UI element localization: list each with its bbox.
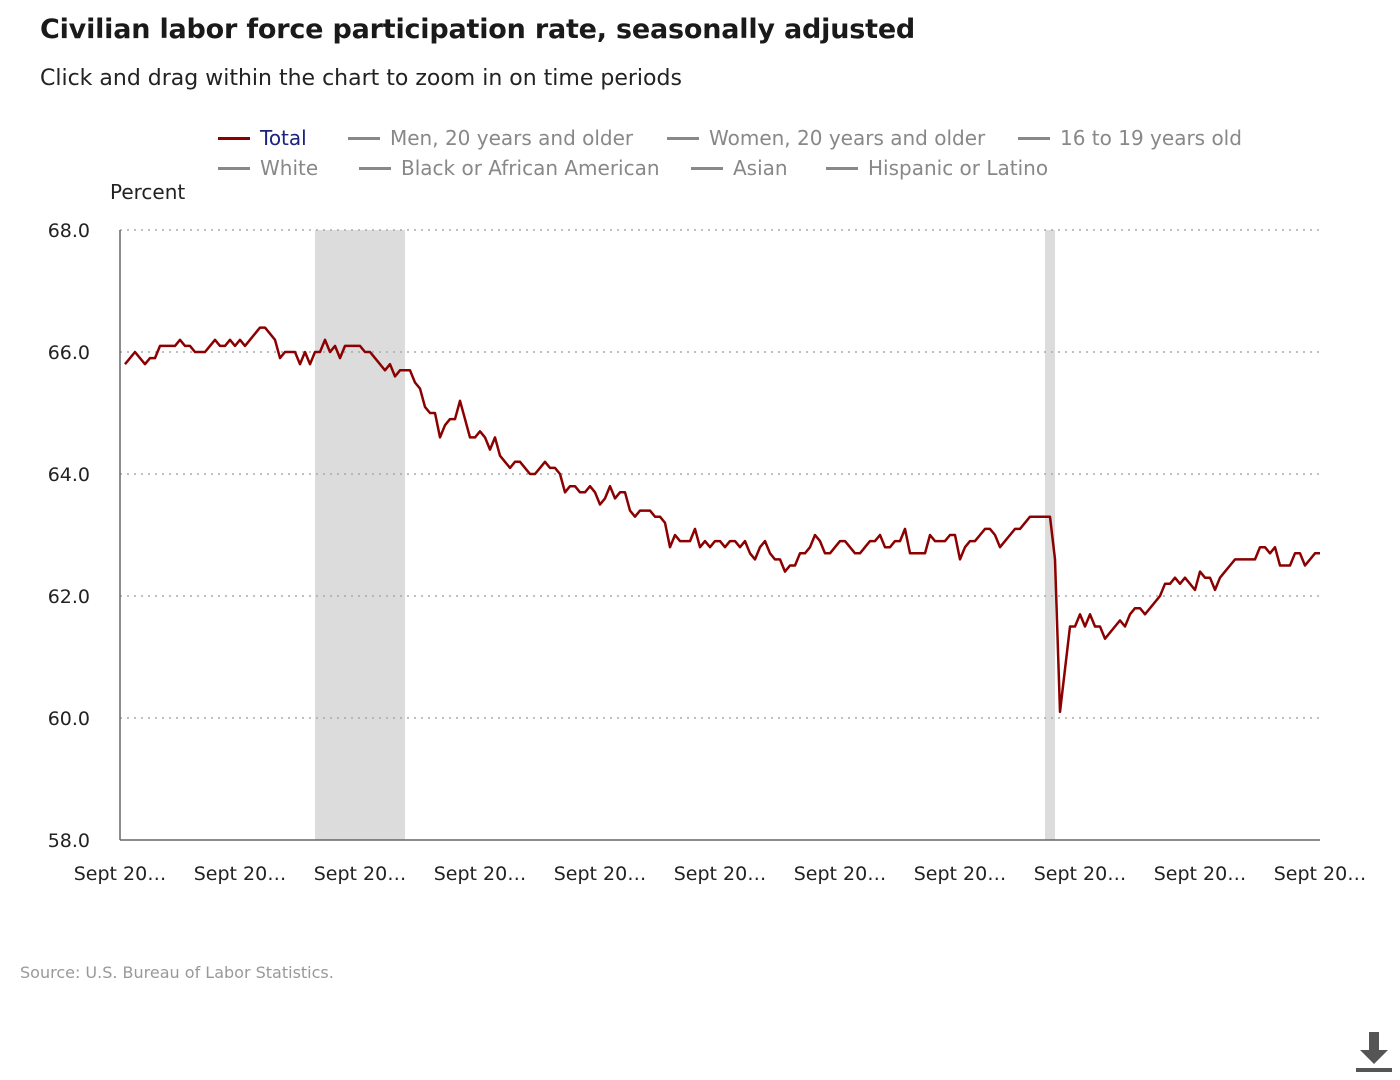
x-tick-label: Sept 20… (674, 863, 766, 885)
x-tick-label: Sept 20… (554, 863, 646, 885)
legend-swatch-white (218, 166, 250, 170)
legend-item-teens[interactable]: 16 to 19 years old (1018, 126, 1242, 150)
legend-swatch-hispanic (826, 166, 858, 170)
legend: Total Men, 20 years and older Women, 20 … (0, 122, 1400, 192)
chart-title: Civilian labor force participation rate,… (40, 14, 916, 45)
y-tick-label: 68.0 (48, 220, 90, 242)
axes (119, 230, 1320, 841)
legend-item-asian[interactable]: Asian (691, 156, 788, 180)
x-tick-label: Sept 20… (74, 863, 166, 885)
legend-label-women: Women, 20 years and older (709, 126, 986, 150)
legend-item-men[interactable]: Men, 20 years and older (348, 126, 633, 150)
legend-swatch-total (218, 136, 250, 140)
recession-bands (315, 230, 1055, 840)
legend-item-black[interactable]: Black or African American (359, 156, 660, 180)
legend-label-teens: 16 to 19 years old (1060, 126, 1242, 150)
y-tick-labels: 58.0 60.0 62.0 64.0 66.0 68.0 (48, 220, 90, 852)
x-tick-label: Sept 20… (314, 863, 406, 885)
download-icon[interactable] (1352, 1030, 1396, 1074)
legend-swatch-asian (691, 166, 723, 170)
legend-item-white[interactable]: White (218, 156, 318, 180)
legend-label-black: Black or African American (401, 156, 660, 180)
x-tick-label: Sept 20… (914, 863, 1006, 885)
y-tick-label: 60.0 (48, 708, 90, 730)
source-note: Source: U.S. Bureau of Labor Statistics. (20, 963, 334, 982)
legend-item-women[interactable]: Women, 20 years and older (667, 126, 985, 150)
legend-swatch-women (667, 136, 699, 140)
legend-swatch-men (348, 136, 380, 140)
legend-swatch-black (359, 166, 391, 170)
legend-item-hispanic[interactable]: Hispanic or Latino (826, 156, 1048, 180)
legend-swatch-teens (1018, 136, 1050, 140)
legend-label-white: White (260, 156, 319, 180)
series-line-total (124, 326, 1320, 714)
legend-label-asian: Asian (733, 156, 788, 180)
x-tick-label: Sept 20… (794, 863, 886, 885)
recession-band (1045, 230, 1055, 840)
y-tick-label: 66.0 (48, 342, 90, 364)
y-axis-label: Percent (110, 180, 186, 204)
x-tick-label: Sept 20… (194, 863, 286, 885)
x-tick-label: Sept 20… (1274, 863, 1366, 885)
y-tick-label: 62.0 (48, 586, 90, 608)
y-tick-label: 64.0 (48, 464, 90, 486)
x-tick-label: Sept 20… (1154, 863, 1246, 885)
grid-lines (120, 229, 1320, 719)
series-layer (124, 326, 1320, 714)
recession-band (315, 230, 405, 840)
legend-label-hispanic: Hispanic or Latino (868, 156, 1049, 180)
x-tick-label: Sept 20… (434, 863, 526, 885)
x-tick-labels: Sept 20… Sept 20… Sept 20… Sept 20… Sept 20…… (74, 863, 1366, 885)
legend-label-men: Men, 20 years and older (390, 126, 634, 150)
chart-subtitle: Click and drag within the chart to zoom … (40, 66, 682, 91)
y-tick-label: 58.0 (48, 830, 90, 852)
legend-label-total: Total (260, 126, 307, 150)
x-tick-label: Sept 20… (1034, 863, 1126, 885)
legend-item-total[interactable]: Total (218, 126, 307, 150)
